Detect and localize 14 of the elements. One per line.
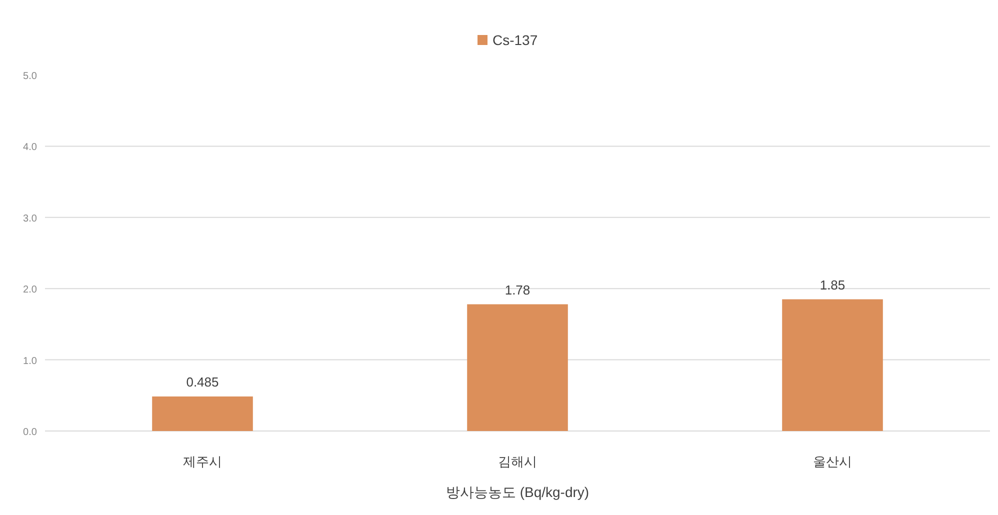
y-tick-label: 4.0 (23, 142, 38, 154)
y-tick-label: 2.0 (23, 284, 38, 296)
x-tick-label: 제주시 (183, 454, 222, 469)
x-tick-label: 울산시 (813, 454, 852, 469)
y-tick-label: 3.0 (23, 213, 38, 224)
x-axis-title: 방사능농도 (Bq/kg-dry) (446, 484, 590, 500)
legend-label: Cs-137 (492, 32, 538, 48)
x-tick-label: 김해시 (498, 454, 537, 469)
data-label: 1.78 (504, 282, 530, 298)
y-tick-label: 0.0 (23, 427, 38, 438)
data-label: 1.85 (820, 277, 846, 292)
data-label: 0.485 (186, 374, 219, 390)
y-tick-label: 5.0 (23, 71, 38, 82)
y-tick-label: 1.0 (23, 356, 38, 367)
